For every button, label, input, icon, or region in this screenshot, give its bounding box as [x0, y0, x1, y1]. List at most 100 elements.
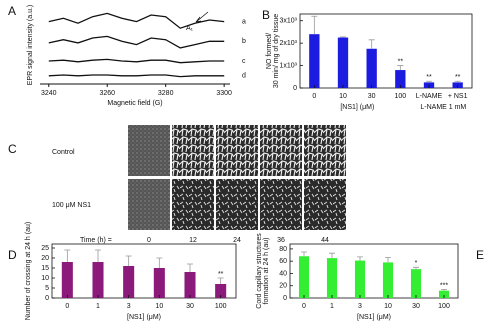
y-tick-label: 10 [41, 275, 49, 282]
y-axis-label: formation at 24 h (au) [263, 238, 270, 305]
plot-frame [299, 13, 473, 89]
x-tick-label: 3240 [41, 90, 57, 97]
significance: ** [455, 74, 461, 81]
y-tick-label: 0 [45, 295, 49, 302]
significance: ** [218, 271, 224, 278]
significance: ** [426, 74, 432, 81]
y-tick-label: 0 [283, 295, 287, 302]
x-tick-label: 10 [155, 303, 163, 310]
y-tick-label: 2x10³ [279, 40, 297, 47]
x-tick-label: 100 [438, 303, 450, 310]
error-bar [95, 249, 101, 262]
plot-frame [289, 243, 459, 299]
y-tick-label: 3x10³ [279, 18, 297, 25]
y-tick-label: 1x10³ [279, 62, 297, 69]
bar [410, 269, 422, 298]
bar [309, 34, 320, 88]
time-value: 36 [277, 237, 285, 244]
panel-label: D [8, 248, 17, 262]
series-label: d [242, 73, 246, 80]
x-tick-label: 1 [330, 303, 334, 310]
panel-label: B [262, 8, 270, 22]
error-bar [413, 266, 419, 270]
y-axis-label: EPR signal intensity (a.u.) [27, 5, 34, 86]
bar [298, 256, 310, 298]
x-axis-label: [NS1] (μM) [357, 314, 391, 321]
error-bar [156, 257, 163, 268]
time-value: 0 [147, 237, 151, 244]
x-tick-label: 10 [339, 93, 347, 100]
micrograph [260, 179, 302, 230]
micrograph [304, 125, 346, 176]
row-label: Control [52, 149, 75, 156]
series-label: c [242, 58, 246, 65]
x-tick-label: 0 [65, 303, 69, 310]
micrograph [304, 179, 346, 230]
y-tick-label: 25 [41, 245, 49, 252]
x-tick-label: 30 [412, 303, 420, 310]
error-bar [368, 39, 375, 49]
significance: ** [398, 58, 404, 65]
annotation: A₁ [186, 25, 194, 32]
micrograph [128, 125, 170, 176]
x-tick-label: 100 [394, 93, 406, 100]
x-tick-label: 0 [312, 93, 316, 100]
row-label: 100 μM NS1 [52, 202, 91, 209]
y-axis-label: Cord capillary structures [256, 233, 263, 309]
error-bar [125, 255, 132, 266]
micrograph [216, 125, 258, 176]
micrograph [172, 179, 214, 230]
x-tick-label: 100 [215, 303, 227, 310]
spectrum [48, 35, 225, 49]
error-bar [454, 80, 461, 83]
x-axis-label: L-NAME 1 mM [420, 104, 466, 111]
y-tick-label: 80 [279, 246, 287, 253]
x-tick-label: L-NAME [416, 93, 443, 100]
x-tick-label: 3260 [99, 90, 115, 97]
significance: *** [440, 282, 448, 289]
time-label: Time (h) = [80, 237, 112, 244]
error-bar [385, 257, 391, 263]
x-tick-label: 3 [127, 303, 131, 310]
plot-frame [51, 243, 237, 299]
y-tick-label: 0 [293, 85, 297, 92]
spectrum [48, 12, 225, 29]
x-tick-label: 3 [358, 303, 362, 310]
arrow [195, 11, 209, 23]
y-tick-label: 20 [279, 283, 287, 290]
y-tick-label: 40 [279, 270, 287, 277]
panel-label: A [8, 4, 16, 18]
y-tick-label: 60 [279, 258, 287, 265]
y-axis-label: 30 min/ mg of dry tissue [273, 14, 280, 88]
x-axis-label: Magnetic field (G) [107, 100, 162, 107]
x-tick-label: 3280 [158, 90, 174, 97]
error-bar [426, 80, 432, 83]
x-tick-label: 1 [96, 303, 100, 310]
time-value: 12 [189, 237, 197, 244]
x-tick-label: 30 [186, 303, 194, 310]
spectrum [48, 74, 225, 78]
y-axis-label: Number of crossing at 24 h (au) [25, 222, 32, 320]
x-tick-label: 30 [368, 93, 376, 100]
error-bar [217, 277, 224, 284]
bar [326, 258, 338, 298]
error-bar [64, 249, 71, 262]
micrograph [172, 125, 214, 176]
bar [123, 266, 135, 298]
error-bar [301, 251, 307, 257]
bar [92, 262, 104, 298]
error-bar [441, 289, 447, 291]
significance: * [415, 260, 418, 267]
series-label: b [242, 38, 246, 45]
bar [184, 272, 196, 298]
x-tick-label: 0 [302, 303, 306, 310]
x-tick-label: 10 [384, 303, 392, 310]
error-bar [397, 65, 404, 71]
bar [337, 37, 349, 88]
x-axis-label: [NS1] (μM) [127, 314, 161, 321]
error-bar [340, 36, 346, 38]
panel-label: E [476, 248, 484, 262]
error-bar [311, 15, 318, 35]
bar [354, 260, 366, 298]
